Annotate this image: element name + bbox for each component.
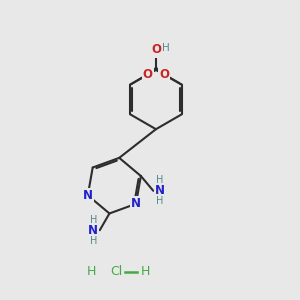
- Text: O: O: [159, 68, 169, 81]
- Text: H: H: [141, 266, 151, 278]
- Text: N: N: [88, 224, 98, 237]
- Text: N: N: [131, 197, 141, 210]
- Text: H: H: [156, 196, 164, 206]
- Text: H: H: [89, 236, 97, 246]
- Text: O: O: [151, 43, 161, 56]
- Text: H: H: [89, 215, 97, 225]
- Text: H: H: [87, 266, 97, 278]
- Text: O: O: [143, 68, 153, 81]
- Text: H: H: [156, 176, 164, 185]
- Text: Cl: Cl: [110, 266, 122, 278]
- Text: N: N: [83, 189, 93, 202]
- Text: H: H: [163, 43, 170, 53]
- Text: N: N: [155, 184, 165, 197]
